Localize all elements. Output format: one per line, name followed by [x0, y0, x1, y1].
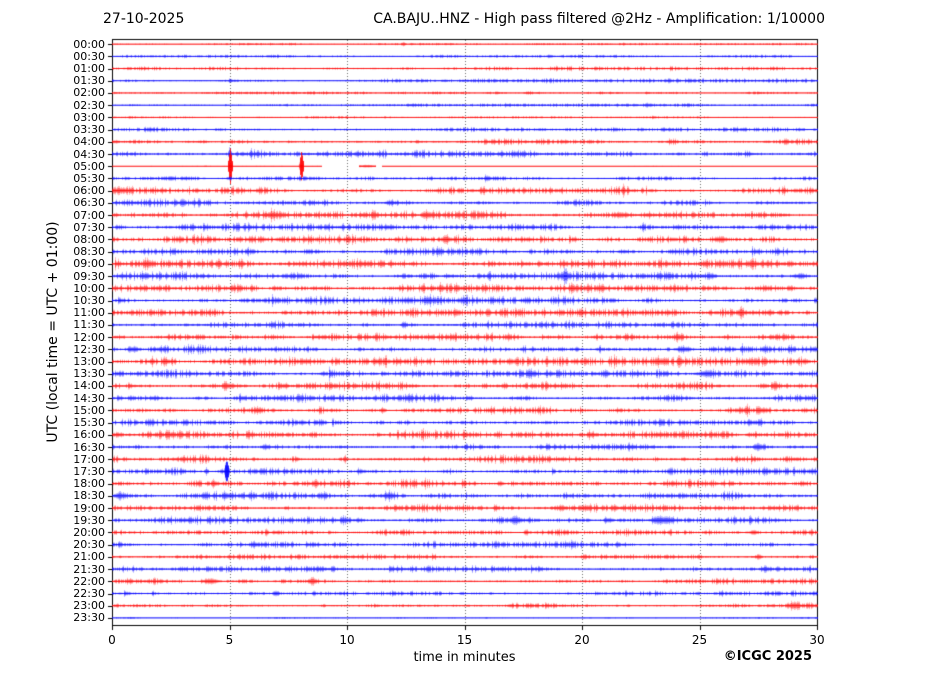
y-tick-label: 21:00 [73, 550, 105, 564]
y-tick-label: 08:00 [73, 232, 105, 246]
y-tick-label: 13:30 [73, 367, 105, 381]
date-title: 27-10-2025 [103, 11, 185, 27]
y-tick-label: 20:00 [73, 525, 105, 539]
y-tick-label: 11:00 [73, 306, 105, 320]
y-tick-label: 04:00 [73, 135, 105, 149]
y-tick-label: 08:30 [73, 245, 105, 259]
y-tick-label: 19:30 [73, 513, 105, 527]
y-tick-label: 06:00 [73, 184, 105, 198]
y-tick-label: 09:30 [73, 269, 105, 283]
y-tick-label: 17:00 [73, 452, 105, 466]
y-tick-label: 06:30 [73, 196, 105, 210]
y-tick-label: 23:30 [73, 611, 105, 625]
y-tick-label: 18:00 [73, 477, 105, 491]
x-tick-label: 25 [691, 633, 708, 647]
y-tick-label: 04:30 [73, 147, 105, 161]
y-tick-label: 21:30 [73, 562, 105, 576]
copyright-credit: ©ICGC 2025 [723, 649, 812, 664]
y-tick-label: 03:30 [73, 123, 105, 137]
x-tick-label: 10 [339, 633, 355, 647]
y-tick-label: 14:00 [73, 379, 105, 393]
y-tick-label: 11:30 [73, 318, 105, 332]
y-tick-label: 00:30 [73, 49, 105, 63]
y-tick-label: 17:30 [73, 464, 105, 478]
x-tick-label: 5 [225, 633, 234, 647]
y-tick-label: 15:00 [73, 403, 105, 417]
y-tick-label: 19:00 [73, 501, 105, 515]
y-tick-label: 05:30 [73, 171, 105, 185]
y-tick-label: 15:30 [73, 416, 105, 430]
y-tick-label: 02:00 [73, 86, 105, 100]
y-tick-label: 12:30 [73, 342, 105, 356]
y-tick-label: 16:00 [73, 428, 105, 442]
y-tick-label: 03:00 [73, 110, 105, 124]
y-tick-label: 14:30 [73, 391, 105, 405]
y-tick-label: 16:30 [73, 440, 105, 454]
y-tick-label: 02:30 [73, 98, 105, 112]
x-tick-label: 0 [108, 633, 116, 647]
y-tick-label: 01:00 [73, 62, 105, 76]
y-tick-label: 10:00 [73, 281, 105, 295]
y-tick-label: 13:00 [73, 355, 105, 369]
x-tick-label: 20 [574, 633, 590, 647]
y-tick-label: 07:30 [73, 220, 105, 234]
x-tick-label: 30 [809, 633, 825, 647]
y-tick-label: 12:00 [73, 330, 105, 344]
station-title: CA.BAJU..HNZ - High pass filtered @2Hz -… [373, 11, 825, 27]
y-tick-label: 20:30 [73, 538, 105, 552]
y-tick-label: 23:00 [73, 599, 105, 613]
y-tick-label: 22:00 [73, 574, 105, 588]
y-tick-label: 10:30 [73, 294, 105, 307]
y-tick-label: 07:00 [73, 208, 105, 222]
y-tick-label: 01:30 [73, 74, 105, 88]
y-tick-label: 18:30 [73, 489, 105, 503]
x-tick-label: 15 [456, 633, 473, 647]
y-tick-label: 09:00 [73, 257, 105, 271]
y-tick-label: 22:30 [73, 587, 105, 600]
y-tick-label: 00:00 [73, 37, 105, 51]
y-tick-label: 05:00 [73, 159, 105, 173]
x-axis-label: time in minutes [413, 650, 516, 665]
